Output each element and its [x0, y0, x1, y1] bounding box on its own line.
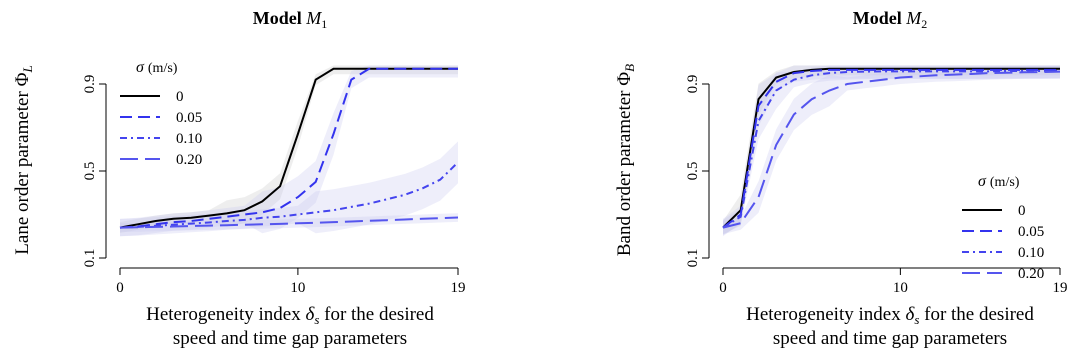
confidence-band-0-20 [120, 213, 458, 232]
y-tick-label: 0.1 [82, 249, 98, 268]
legend-label: 0.20 [1018, 266, 1044, 282]
legend: σ (m/s) 0 0.05 0.10 0.20 [120, 59, 202, 168]
legend-label: 0 [1018, 203, 1026, 219]
legend-title: σ (m/s) [136, 59, 178, 76]
x-axis-label-line2: speed and time gap parameters [173, 328, 407, 349]
x-tick-label: 19 [451, 280, 466, 296]
panel-model-m2: Model M2 0 10 19 0.1 0.5 0.9 Heterogeneity inde… [614, 8, 1068, 349]
chart-title: Model M2 [853, 8, 928, 31]
confidence-band-0 [120, 65, 458, 233]
series-line-0-10 [119, 161, 459, 229]
series-line-0-05 [722, 68, 1060, 229]
y-axis-label: Band order parameter ΦB [614, 64, 637, 256]
x-tick-label: 10 [290, 280, 305, 296]
y-tick-label: 0.1 [685, 249, 701, 268]
x-axis-label-line2: speed and time gap parameters [773, 328, 1007, 349]
x-axis-label: Heterogeneity index δs for the desired [146, 304, 434, 327]
series-line-0-10 [722, 70, 1060, 229]
x-tick-label: 19 [1053, 280, 1068, 296]
legend-label: 0.05 [1018, 224, 1044, 240]
x-tick-label: 10 [893, 280, 908, 296]
y-tick-label: 0.9 [82, 75, 98, 94]
y-axis-label: Lane order parameter ΦL [12, 65, 35, 254]
legend-label: 0.05 [176, 110, 202, 126]
x-tick-label: 0 [116, 280, 124, 296]
legend-label: 0 [176, 89, 184, 105]
legend-label: 0.10 [1018, 245, 1044, 261]
legend-label: 0.10 [176, 131, 202, 147]
confidence-band-0-20 [723, 65, 1060, 235]
chart-title: Model M1 [253, 8, 328, 31]
panel-model-m1: Model M1 0 10 19 0.1 0.5 0.9 Heterogeneity inde… [12, 8, 466, 349]
legend-title: σ (m/s) [978, 173, 1020, 190]
legend: σ (m/s) 0 0.05 0.10 0.20 [962, 173, 1044, 282]
legend-label: 0.20 [176, 152, 202, 168]
confidence-band-0-10 [120, 141, 458, 237]
x-axis-label: Heterogeneity index δs for the desired [746, 304, 1034, 327]
y-tick-label: 0.5 [685, 162, 701, 181]
x-tick-label: 0 [719, 280, 727, 296]
series-line-0-20 [722, 70, 1061, 229]
y-tick-label: 0.5 [82, 162, 98, 181]
series-line-0-20 [119, 216, 459, 229]
y-tick-label: 0.9 [685, 75, 701, 94]
series-line-0-05 [119, 67, 458, 229]
series-line-0 [722, 67, 1060, 229]
